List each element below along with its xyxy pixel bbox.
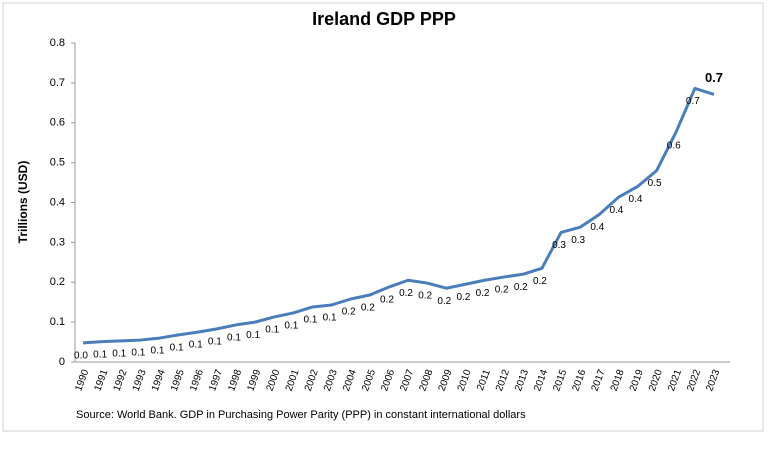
data-label: 0.1 (151, 346, 165, 357)
data-label: 0.1 (227, 333, 241, 344)
data-label: 0.1 (208, 337, 222, 348)
source-note: Source: World Bank. GDP in Purchasing Po… (76, 409, 526, 421)
data-label: 0.3 (571, 235, 585, 246)
y-tick-label: 0.8 (50, 37, 65, 49)
data-label: 0.3 (552, 240, 566, 251)
chart-title: Ireland GDP PPP (312, 9, 456, 29)
chart-frame (2, 2, 764, 432)
data-label: 0.1 (265, 325, 279, 336)
y-tick-label: 0.5 (50, 157, 65, 169)
data-label: 0.1 (323, 313, 337, 324)
data-label: 0.2 (514, 282, 528, 293)
y-tick-label: 0 (59, 356, 65, 368)
data-label: 0.1 (131, 348, 145, 359)
data-label: 0.4 (590, 222, 604, 233)
data-label: 0.2 (399, 288, 413, 299)
data-label: 0.1 (93, 349, 107, 360)
y-axis-label: Trillions (USD) (16, 161, 30, 244)
y-tick-label: 0.7 (50, 77, 65, 89)
data-label: 0.4 (629, 194, 643, 205)
y-tick-label: 0.3 (50, 236, 65, 248)
data-label: 0.1 (304, 315, 318, 326)
data-label: 0.7 (705, 70, 723, 85)
data-line (82, 86, 715, 345)
data-label: 0.2 (495, 285, 509, 296)
y-tick-label: 0.4 (50, 196, 65, 208)
data-label: 0.1 (246, 330, 260, 341)
data-label: 0.2 (437, 296, 451, 307)
data-label: 0.0 (74, 351, 88, 362)
data-label: 0.2 (342, 307, 356, 318)
data-label: 0.1 (284, 321, 298, 332)
data-label: 0.1 (189, 340, 203, 351)
data-label: 0.7 (686, 96, 700, 107)
data-label: 0.2 (361, 303, 375, 314)
y-tick-label: 0.2 (50, 276, 65, 288)
data-label: 0.1 (112, 349, 126, 360)
data-label: 0.6 (667, 140, 681, 151)
y-tick-label: 0.6 (50, 117, 65, 129)
data-label: 0.2 (533, 276, 547, 287)
data-label: 0.2 (418, 291, 432, 302)
y-tick-label: 0.1 (50, 316, 65, 328)
data-label: 0.2 (456, 292, 470, 303)
data-label: 0.1 (170, 343, 184, 354)
data-label: 0.2 (476, 288, 490, 299)
data-label: 0.4 (609, 205, 623, 216)
data-label: 0.2 (380, 295, 394, 306)
data-label: 0.5 (648, 178, 662, 189)
